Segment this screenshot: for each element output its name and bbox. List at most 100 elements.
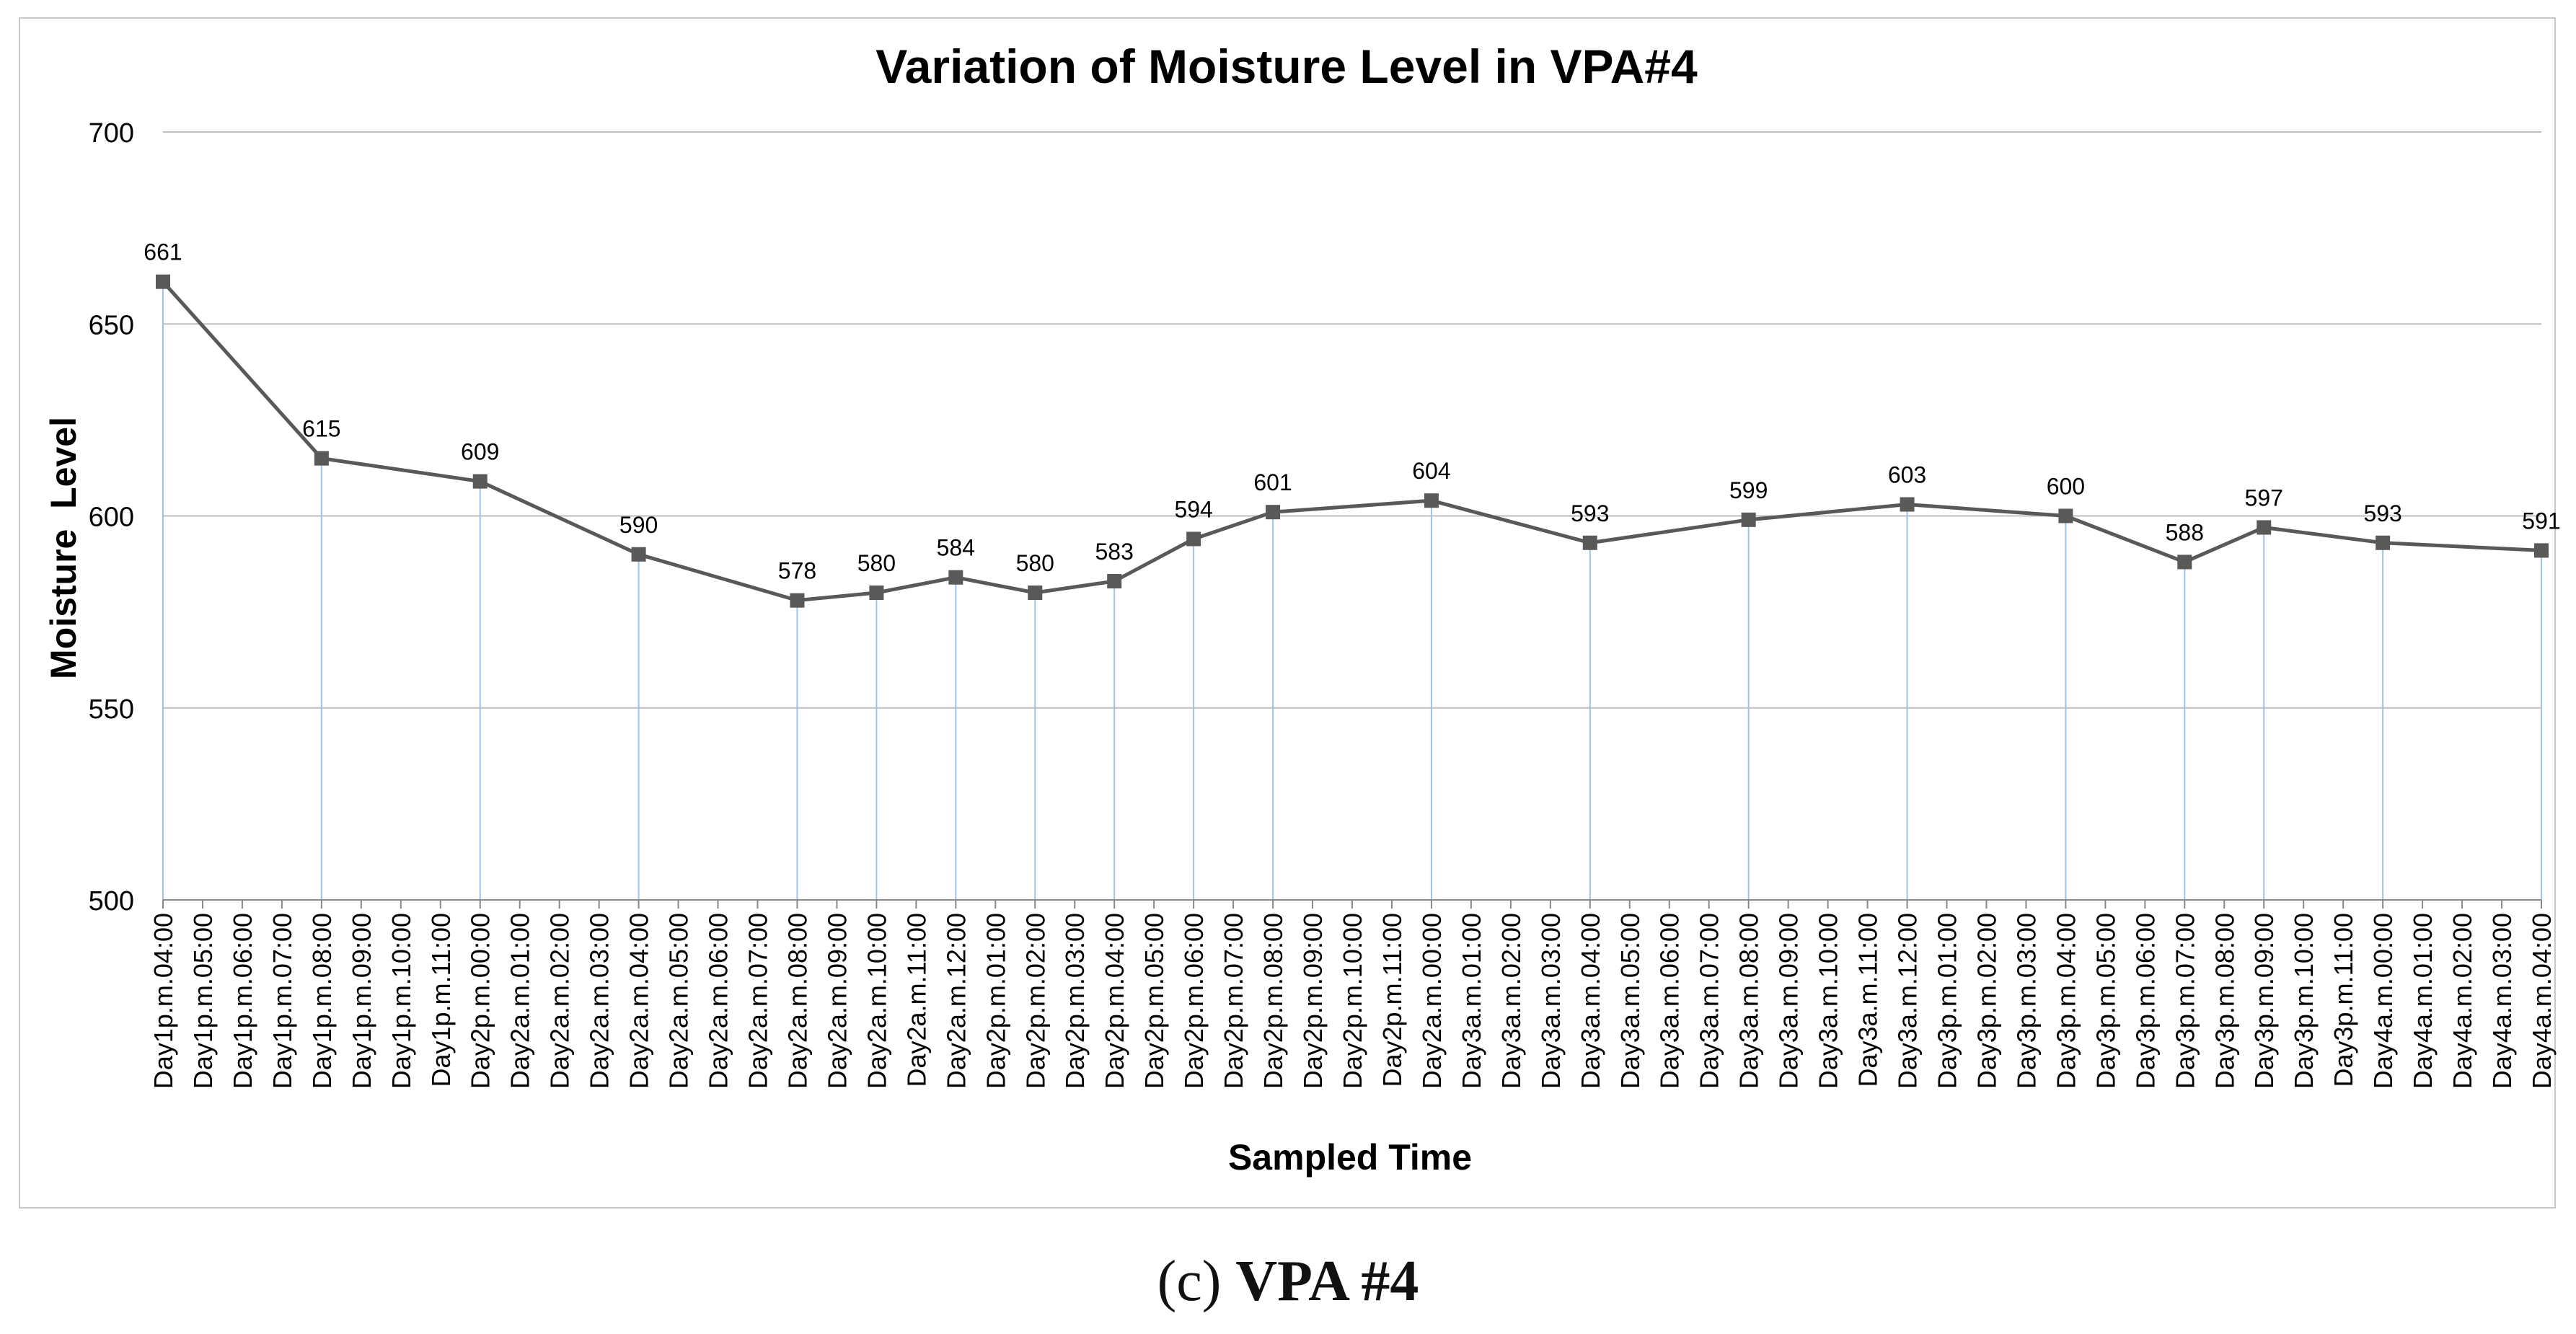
x-tick-label-48: Day3p.m.04:00	[2051, 913, 2081, 1089]
x-tick-label-49: Day3p.m.05:00	[2091, 913, 2120, 1089]
x-tick-label-28: Day2p.m.08:00	[1258, 913, 1288, 1089]
data-label-51: 588	[2166, 519, 2204, 545]
x-tick-label-12: Day2a.m.04:00	[625, 913, 654, 1089]
series-line	[162, 281, 2542, 603]
x-tick-label-53: Day3p.m.09:00	[2249, 913, 2279, 1089]
data-point-0	[156, 274, 170, 289]
x-tick-label-59: Day4a.m.03:00	[2487, 913, 2517, 1089]
x-tick-label-42: Day3a.m.10:00	[1814, 913, 1843, 1089]
x-tick-label-27: Day2p.m.07:00	[1219, 913, 1248, 1089]
x-tick-label-55: Day3p.m.11:00	[2329, 913, 2358, 1087]
caption-label: (c)	[1157, 1250, 1222, 1313]
x-tick-label-1: Day1p.m.05:00	[188, 913, 218, 1089]
x-tick-label-57: Day4a.m.01:00	[2408, 913, 2438, 1089]
x-tick-label-39: Day3a.m.07:00	[1695, 913, 1724, 1089]
x-tick-label-9: Day2a.m.01:00	[506, 913, 535, 1089]
data-label-60: 591	[2522, 508, 2560, 534]
data-point-53	[2257, 520, 2272, 535]
chart-frame	[19, 17, 2556, 1209]
y-axis-label: Moisture Level	[43, 417, 84, 679]
x-tick-label-54: Day3p.m.10:00	[2289, 913, 2319, 1089]
x-tick-label-7: Day1p.m.11:00	[426, 913, 456, 1087]
x-tick-label-33: Day3a.m.01:00	[1457, 913, 1486, 1089]
y-tick-label-500: 500	[89, 886, 134, 916]
x-tick-label-22: Day2p.m.02:00	[1020, 913, 1050, 1089]
data-point-26	[1186, 531, 1201, 547]
data-label-40: 599	[1729, 477, 1768, 503]
x-tick-label-52: Day3p.m.08:00	[2210, 913, 2239, 1089]
data-point-48	[2058, 508, 2073, 524]
data-label-32: 604	[1412, 458, 1450, 484]
x-tick-label-5: Day1p.m.09:00	[347, 913, 376, 1089]
x-tick-label-11: Day2a.m.03:00	[585, 913, 614, 1089]
y-tick-label-700: 700	[89, 118, 134, 149]
data-point-60	[2534, 543, 2549, 558]
data-point-32	[1424, 493, 1439, 508]
line-chart: Variation of Moisture Level in VPA#4 Moi…	[43, 40, 2561, 1178]
x-tick-label-17: Day2a.m.09:00	[822, 913, 852, 1089]
caption-text: VPA #4	[1235, 1250, 1419, 1313]
data-point-40	[1741, 512, 1756, 527]
data-label-48: 600	[2047, 474, 2085, 500]
y-tick-label-600: 600	[89, 503, 134, 533]
x-tick-label-41: Day3a.m.09:00	[1774, 913, 1804, 1089]
data-label-12: 590	[619, 512, 658, 538]
data-label-44: 603	[1888, 462, 1926, 488]
x-tick-label-16: Day2a.m.08:00	[782, 913, 812, 1089]
x-tick-label-18: Day2a.m.10:00	[862, 913, 891, 1089]
x-tick-label-19: Day2a.m.11:00	[901, 913, 931, 1087]
data-label-0: 661	[144, 239, 182, 265]
y-tick-label-650: 650	[89, 310, 134, 340]
data-point-18	[869, 586, 884, 600]
x-tick-label-32: Day2a.m.00:00	[1417, 913, 1447, 1089]
x-tick-label-45: Day3p.m.01:00	[1933, 913, 1962, 1089]
x-tick-label-15: Day2a.m.07:00	[744, 913, 773, 1089]
x-tick-label-40: Day3a.m.08:00	[1734, 913, 1764, 1089]
x-tick-label-21: Day2p.m.01:00	[981, 913, 1010, 1089]
x-tick-label-58: Day4a.m.02:00	[2448, 913, 2477, 1089]
x-tick-label-34: Day3a.m.02:00	[1496, 913, 1526, 1089]
x-tick-label-10: Day2a.m.02:00	[545, 913, 575, 1089]
x-tick-label-44: Day3a.m.12:00	[1893, 913, 1923, 1089]
x-tick-label-3: Day1p.m.07:00	[268, 913, 297, 1089]
x-tick-label-37: Day3a.m.05:00	[1615, 913, 1645, 1089]
x-tick-label-13: Day2a.m.05:00	[664, 913, 694, 1089]
x-axis-label: Sampled Time	[1228, 1137, 1472, 1178]
x-tick-label-31: Day2p.m.11:00	[1377, 913, 1407, 1087]
x-tick-label-51: Day3p.m.07:00	[2170, 913, 2200, 1089]
x-tick-label-35: Day3a.m.03:00	[1536, 913, 1566, 1089]
data-label-28: 601	[1253, 469, 1292, 495]
data-point-28	[1266, 505, 1281, 520]
data-point-16	[790, 593, 805, 608]
data-point-4	[314, 451, 329, 466]
x-tick-label-38: Day3a.m.06:00	[1655, 913, 1685, 1089]
x-tick-label-4: Day1p.m.08:00	[307, 913, 337, 1089]
x-tick-label-25: Day2p.m.05:00	[1139, 913, 1169, 1089]
data-point-51	[2177, 555, 2192, 570]
data-label-53: 597	[2245, 485, 2283, 511]
data-point-44	[1900, 497, 1915, 512]
x-tick-label-26: Day2p.m.06:00	[1179, 913, 1209, 1089]
x-tick-label-43: Day3a.m.11:00	[1853, 913, 1883, 1087]
x-tick-label-2: Day1p.m.06:00	[228, 913, 257, 1089]
data-label-26: 594	[1174, 496, 1212, 522]
data-label-16: 578	[778, 558, 816, 584]
x-tick-label-30: Day2p.m.10:00	[1338, 913, 1367, 1089]
data-point-24	[1107, 574, 1122, 589]
x-tick-label-47: Day3p.m.03:00	[2011, 913, 2041, 1089]
x-tick-label-6: Day1p.m.10:00	[387, 913, 416, 1089]
x-tick-label-46: Day3p.m.02:00	[1972, 913, 2001, 1089]
data-label-36: 593	[1571, 500, 1609, 526]
data-point-20	[948, 570, 963, 585]
figure-caption: (c) VPA #4	[0, 1249, 2576, 1315]
data-label-8: 609	[461, 439, 499, 465]
chart-title: Variation of Moisture Level in VPA#4	[875, 40, 1698, 93]
data-label-18: 580	[857, 550, 896, 576]
x-tick-label-29: Day2p.m.09:00	[1298, 913, 1328, 1089]
x-tick-label-23: Day2p.m.03:00	[1060, 913, 1090, 1089]
x-tick-label-50: Day3p.m.06:00	[2130, 913, 2160, 1089]
x-tick-label-36: Day3a.m.04:00	[1576, 913, 1605, 1089]
data-label-20: 584	[937, 535, 975, 561]
data-point-12	[631, 547, 646, 562]
data-label-4: 615	[302, 416, 340, 442]
